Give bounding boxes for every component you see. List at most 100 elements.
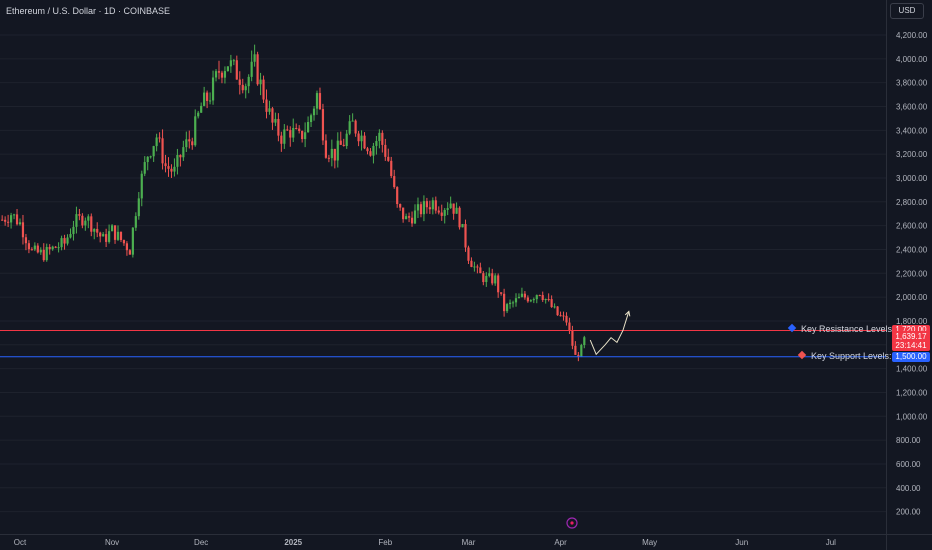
candle-body (152, 146, 155, 157)
candle-body (256, 54, 259, 85)
candle-body (381, 132, 384, 145)
candle-body (488, 273, 491, 276)
diamond-icon (797, 350, 807, 359)
candle-body (446, 208, 449, 210)
candle-body (413, 210, 417, 224)
candle-body (271, 108, 274, 123)
candle-body (577, 354, 580, 357)
projection-path[interactable] (589, 311, 630, 356)
candle-body (113, 225, 117, 240)
candle-body (173, 166, 176, 172)
candle-body (500, 292, 503, 294)
candle-body (360, 135, 363, 142)
candle-body (399, 204, 402, 208)
candle-body (479, 267, 482, 274)
candle-body (253, 54, 256, 62)
candle-body (464, 224, 467, 248)
candle-body (505, 304, 509, 312)
candle-body (7, 221, 10, 223)
x-tick-label: Dec (194, 538, 208, 547)
candle-body (298, 128, 301, 131)
candle-body (90, 216, 93, 232)
current-price: 1,639.17 (895, 332, 927, 342)
candle-body (51, 246, 54, 250)
y-tick-label: 1,400.00 (896, 365, 928, 374)
candle-body (440, 212, 443, 216)
y-tick-label: 2,200.00 (896, 269, 928, 278)
y-tick-label: 3,000.00 (896, 174, 928, 183)
candle-body (143, 162, 146, 174)
candle-body (309, 115, 313, 123)
candle-body (214, 71, 218, 78)
candle-body (134, 216, 137, 228)
candle-body (75, 214, 78, 227)
candle-body (568, 322, 571, 331)
candle-body (33, 245, 36, 250)
candle-body (345, 133, 348, 146)
candle-body (449, 203, 452, 209)
candle-body (223, 71, 227, 78)
candle-body (286, 129, 289, 131)
candle-body (102, 234, 105, 237)
candle-body (1, 219, 4, 221)
replay-icon[interactable] (566, 517, 578, 529)
candle-body (108, 231, 111, 242)
currency-selector[interactable]: USD (890, 3, 924, 19)
y-tick-label: 3,800.00 (896, 79, 928, 88)
candle-body (514, 298, 518, 303)
candle-body (235, 60, 238, 80)
candle-body (416, 204, 420, 211)
arrow-head-icon (624, 310, 631, 317)
candle-body (485, 275, 488, 283)
candle-body (167, 166, 170, 169)
candle-body (110, 225, 114, 232)
candle-body (164, 163, 167, 167)
candle-body (452, 203, 455, 214)
candle-body (455, 207, 458, 214)
candle-body (36, 245, 39, 253)
candle-body (217, 71, 221, 73)
candle-body (131, 227, 134, 255)
candle-body (188, 139, 191, 142)
x-tick-label: Apr (554, 538, 567, 547)
x-tick-label: Oct (14, 538, 27, 547)
candle-body (526, 297, 529, 302)
chart-title: Ethereum / U.S. Dollar · 1D · COINBASE (6, 6, 171, 16)
candle-body (393, 176, 396, 188)
y-tick-label: 3,600.00 (896, 102, 928, 111)
x-tick-label: Mar (462, 538, 476, 547)
candle-body (378, 132, 381, 142)
candle-body (206, 92, 209, 101)
current-price-tag: 1,639.17 23:14:41 (892, 331, 930, 352)
candle-body (497, 275, 500, 293)
candle-body (476, 266, 479, 268)
y-tick-label: 4,200.00 (896, 31, 928, 40)
candle-body (467, 247, 470, 261)
candle-body (295, 127, 298, 129)
replay-icon-dot (570, 521, 574, 525)
candle-body (336, 140, 339, 161)
candle-body (390, 160, 393, 177)
candle-body (84, 220, 87, 226)
candle-body (407, 216, 411, 218)
candle-body (24, 237, 28, 244)
candle-body (63, 238, 66, 244)
bar-countdown: 23:14:41 (895, 341, 927, 351)
candle-body (289, 130, 292, 138)
candle-body (565, 315, 568, 323)
y-tick-label: 1,000.00 (896, 412, 928, 421)
candle-body (410, 217, 414, 224)
candle-body (491, 273, 494, 284)
x-tick-label: Jul (826, 538, 836, 547)
candle-body (583, 337, 586, 346)
x-tick-label: 2025 (284, 538, 302, 547)
candle-body (384, 144, 387, 157)
candle-body (116, 231, 120, 240)
x-tick-label: Jun (735, 538, 748, 547)
candle-body (580, 345, 583, 357)
support-price-tag: 1,500.00 (892, 351, 930, 362)
candle-body (238, 79, 241, 85)
candle-body (523, 293, 526, 298)
candle-body (208, 100, 212, 102)
